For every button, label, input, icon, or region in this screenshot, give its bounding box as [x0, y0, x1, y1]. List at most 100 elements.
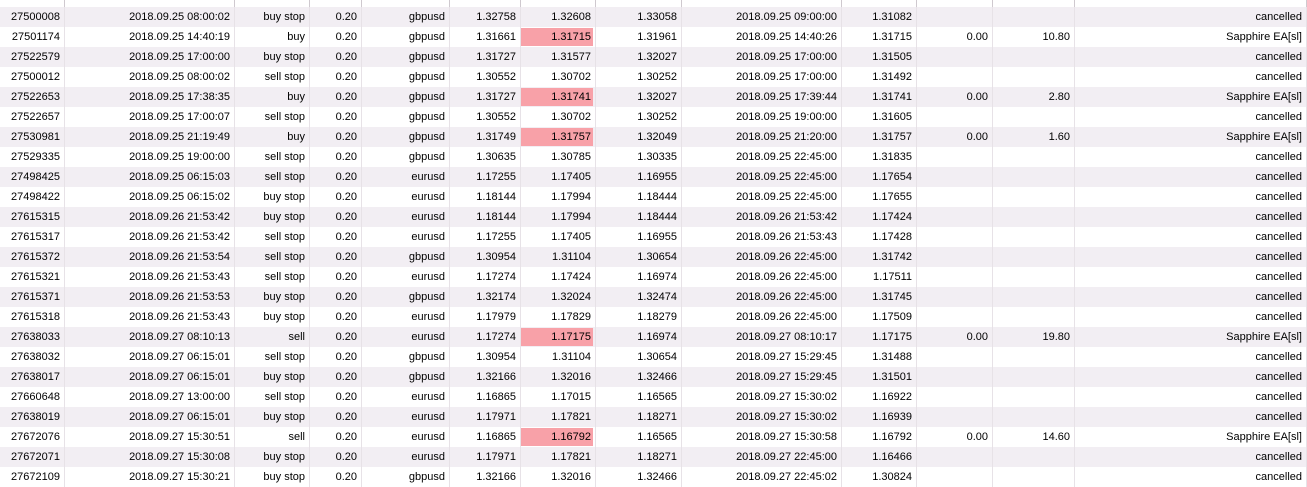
cell-text: 1.17255 [476, 231, 516, 243]
cell-text: 1.30824 [872, 471, 912, 483]
order-row[interactable]: 27498425 2018.09.25 06:15:03 sell stop 0.20… [0, 167, 1307, 187]
cell-symbol: eurusd [362, 427, 450, 447]
order-row[interactable]: 27522579 2018.09.25 17:00:00 buy stop 0.20 g… [0, 47, 1307, 67]
cell-profit [993, 167, 1075, 187]
order-row[interactable]: 27529335 2018.09.25 19:00:00 sell stop 0.20… [0, 147, 1307, 167]
cell-close_price: 1.30824 [842, 467, 917, 487]
order-row[interactable]: 27615371 2018.09.26 21:53:53 buy stop 0.20 g… [0, 287, 1307, 307]
cell-close_time: 2018.09.27 15:29:45 [682, 347, 842, 367]
cell-open_time: 2018.09.25 17:00:07 [65, 107, 235, 127]
cell-text: sell stop [264, 391, 305, 403]
cell-volume: 0.20 [310, 347, 362, 367]
cell-order: 27672076 [0, 427, 65, 447]
cell-sl: 1.32024 [521, 287, 596, 307]
cell-text: 27498422 [11, 191, 60, 203]
cell-open_time: 2018.09.26 21:53:43 [65, 267, 235, 287]
cell-text: Sapphire EA[sl] [1226, 131, 1302, 143]
cell-volume: 0.20 [310, 407, 362, 427]
order-row[interactable]: 27501174 2018.09.25 14:40:19 buy 0.20 gbpusd… [0, 27, 1307, 47]
cell-text: 27615371 [11, 291, 60, 303]
cell-text: 1.31835 [872, 151, 912, 163]
cell-type: buy [235, 87, 310, 107]
cell-text: 2018.09.25 22:45:00 [736, 151, 837, 163]
cell-text: 19.80 [1042, 331, 1070, 343]
cell-open_time: 2018.09.25 19:00:00 [65, 147, 235, 167]
cell-symbol: gbpusd [362, 87, 450, 107]
cell-text: 1.16922 [872, 391, 912, 403]
cell-symbol: eurusd [362, 207, 450, 227]
order-row[interactable]: 27522653 2018.09.25 17:38:35 buy 0.20 gbpusd… [0, 87, 1307, 107]
order-row[interactable]: 27498422 2018.09.25 06:15:02 buy stop 0.20 e… [0, 187, 1307, 207]
cell-text: 1.30954 [476, 251, 516, 263]
cell-sl: 1.17175 [521, 327, 596, 347]
cell-text: 2018.09.25 08:00:02 [129, 71, 230, 83]
cell-sl: 1.32016 [521, 367, 596, 387]
cell-order: 27498425 [0, 167, 65, 187]
order-row[interactable]: 27530981 2018.09.25 21:19:49 buy 0.20 gbpusd… [0, 127, 1307, 147]
cell-text: 1.17979 [476, 311, 516, 323]
order-row[interactable]: 27672076 2018.09.27 15:30:51 sell 0.20 eurus… [0, 427, 1307, 447]
cell-text: 1.16792 [551, 431, 591, 443]
cell-order: 27672109 [0, 467, 65, 487]
order-row[interactable]: 27672071 2018.09.27 15:30:08 buy stop 0.20 e… [0, 447, 1307, 467]
order-row[interactable]: 27638032 2018.09.27 06:15:01 sell stop 0.20… [0, 347, 1307, 367]
cell-sl: 1.31741 [521, 87, 596, 107]
cell-tp: 1.32027 [596, 47, 682, 67]
cell-type: sell [235, 327, 310, 347]
cell-text: 1.31715 [872, 31, 912, 43]
cell-text: buy stop [263, 211, 305, 223]
cell-text: cancelled [1255, 311, 1302, 323]
order-row[interactable]: 27615315 2018.09.26 21:53:42 buy stop 0.20 e… [0, 207, 1307, 227]
cell-text: 1.17829 [551, 311, 591, 323]
cell-text: 0.20 [335, 271, 357, 283]
cell-close_time: 2018.09.25 17:39:44 [682, 87, 842, 107]
cell-commission [917, 387, 993, 407]
header-remnant-cell-order [0, 0, 65, 7]
cell-close_time: 2018.09.26 21:53:43 [682, 227, 842, 247]
cell-text: 1.17654 [872, 171, 912, 183]
order-row[interactable]: 27638017 2018.09.27 06:15:01 buy stop 0.20 g… [0, 367, 1307, 387]
cell-text: 1.32466 [637, 371, 677, 383]
order-row[interactable]: 27672109 2018.09.27 15:30:21 buy stop 0.20 g… [0, 467, 1307, 487]
cell-text: 1.60 [1048, 131, 1070, 143]
cell-comment: cancelled [1075, 147, 1307, 167]
cell-type: sell stop [235, 267, 310, 287]
cell-text: 1.30785 [551, 151, 591, 163]
order-row[interactable]: 27660648 2018.09.27 13:00:00 sell stop 0.20… [0, 387, 1307, 407]
cell-text: 0.00 [966, 131, 988, 143]
cell-text: 2018.09.25 17:00:00 [736, 71, 837, 83]
cell-text: 1.32608 [551, 11, 591, 23]
order-row[interactable]: 27615318 2018.09.26 21:53:43 buy stop 0.20 e… [0, 307, 1307, 327]
cell-comment: cancelled [1075, 7, 1307, 27]
order-row[interactable]: 27522657 2018.09.25 17:00:07 sell stop 0.20… [0, 107, 1307, 127]
cell-open_time: 2018.09.27 06:15:01 [65, 367, 235, 387]
order-row[interactable]: 27615317 2018.09.26 21:53:42 sell stop 0.20… [0, 227, 1307, 247]
cell-text: cancelled [1255, 111, 1302, 123]
cell-text: gbpusd [408, 151, 445, 163]
cell-text: 2018.09.25 17:00:00 [736, 51, 837, 63]
order-row[interactable]: 27638033 2018.09.27 08:10:13 sell 0.20 eurus… [0, 327, 1307, 347]
order-row[interactable]: 27500012 2018.09.25 08:00:02 sell stop 0.20… [0, 67, 1307, 87]
cell-text: cancelled [1255, 171, 1302, 183]
cell-profit [993, 347, 1075, 367]
order-row[interactable]: 27615321 2018.09.26 21:53:43 sell stop 0.20… [0, 267, 1307, 287]
cell-price: 1.32166 [450, 367, 521, 387]
order-row[interactable]: 27638019 2018.09.27 06:15:01 buy stop 0.20 e… [0, 407, 1307, 427]
order-row[interactable]: 27615372 2018.09.26 21:53:54 sell stop 0.20… [0, 247, 1307, 267]
cell-text: 2018.09.26 21:53:53 [129, 291, 230, 303]
cell-text: 2018.09.25 19:00:00 [129, 151, 230, 163]
cell-commission [917, 187, 993, 207]
cell-text: gbpusd [408, 31, 445, 43]
cell-text: buy stop [263, 11, 305, 23]
cell-text: 1.31741 [872, 91, 912, 103]
cell-text: 1.17655 [872, 191, 912, 203]
cell-close_time: 2018.09.27 22:45:02 [682, 467, 842, 487]
cell-close_price: 1.16792 [842, 427, 917, 447]
cell-text: 0.20 [335, 371, 357, 383]
cell-text: 27660648 [11, 391, 60, 403]
cell-order: 27638017 [0, 367, 65, 387]
order-row[interactable]: 27500008 2018.09.25 08:00:02 buy stop 0.20 g… [0, 7, 1307, 27]
cell-text: 1.16466 [872, 451, 912, 463]
cell-text: 2018.09.27 15:30:08 [129, 451, 230, 463]
cell-text: 2018.09.25 17:39:44 [736, 91, 837, 103]
